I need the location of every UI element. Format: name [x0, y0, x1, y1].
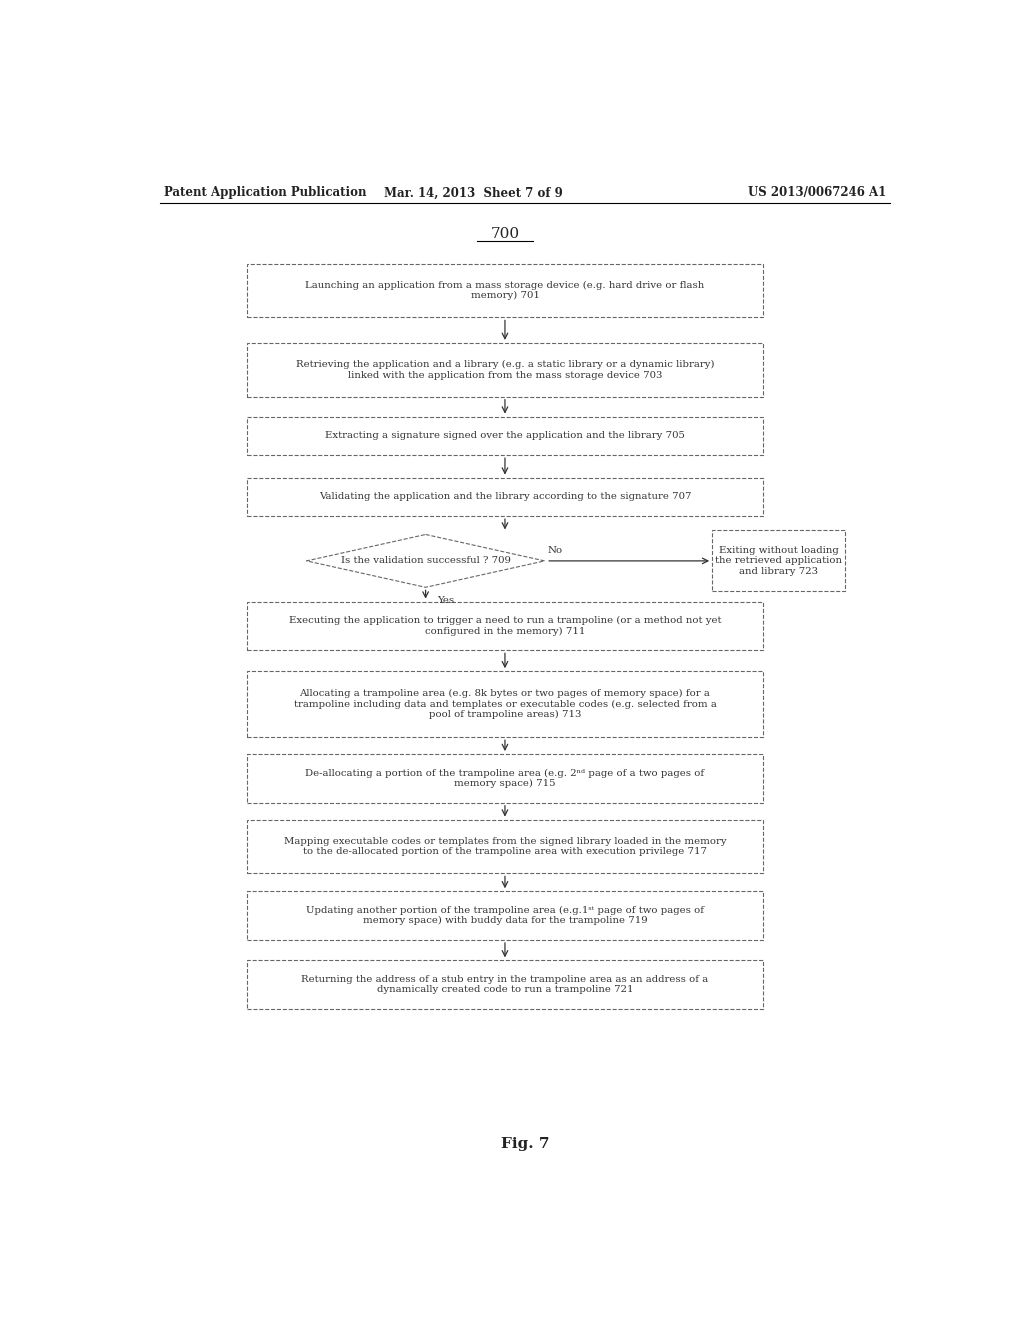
FancyBboxPatch shape [247, 754, 763, 803]
Text: Allocating a trampoline area (e.g. 8k bytes or two pages of memory space) for a
: Allocating a trampoline area (e.g. 8k by… [294, 689, 717, 719]
Text: Is the validation successful ? 709: Is the validation successful ? 709 [341, 557, 511, 565]
FancyBboxPatch shape [247, 891, 763, 940]
FancyBboxPatch shape [247, 343, 763, 397]
Text: Retrieving the application and a library (e.g. a static library or a dynamic lib: Retrieving the application and a library… [296, 360, 714, 380]
Text: No: No [548, 546, 563, 556]
Text: 700: 700 [490, 227, 519, 240]
Text: Executing the application to trigger a need to run a trampoline (or a method not: Executing the application to trigger a n… [289, 616, 721, 636]
Text: Launching an application from a mass storage device (e.g. hard drive or flash
me: Launching an application from a mass sto… [305, 281, 705, 301]
Text: Fig. 7: Fig. 7 [501, 1138, 549, 1151]
Text: Returning the address of a stub entry in the trampoline area as an address of a
: Returning the address of a stub entry in… [301, 975, 709, 994]
Text: Yes: Yes [437, 597, 455, 605]
Text: Extracting a signature signed over the application and the library 705: Extracting a signature signed over the a… [325, 432, 685, 441]
Text: De-allocating a portion of the trampoline area (e.g. 2ⁿᵈ page of a two pages of
: De-allocating a portion of the trampolin… [305, 768, 705, 788]
Text: US 2013/0067246 A1: US 2013/0067246 A1 [748, 186, 886, 199]
FancyBboxPatch shape [247, 478, 763, 516]
FancyBboxPatch shape [247, 602, 763, 651]
FancyBboxPatch shape [247, 671, 763, 738]
FancyBboxPatch shape [247, 417, 763, 455]
Text: Patent Application Publication: Patent Application Publication [164, 186, 367, 199]
Text: Updating another portion of the trampoline area (e.g.1ˢᵗ page of two pages of
me: Updating another portion of the trampoli… [306, 906, 703, 925]
Text: Exiting without loading
the retrieved application
and library 723: Exiting without loading the retrieved ap… [715, 546, 843, 576]
FancyBboxPatch shape [712, 531, 846, 591]
FancyBboxPatch shape [247, 961, 763, 1008]
Text: Validating the application and the library according to the signature 707: Validating the application and the libra… [318, 492, 691, 502]
Text: Mar. 14, 2013  Sheet 7 of 9: Mar. 14, 2013 Sheet 7 of 9 [384, 186, 562, 199]
FancyBboxPatch shape [247, 820, 763, 874]
FancyBboxPatch shape [247, 264, 763, 318]
Text: Mapping executable codes or templates from the signed library loaded in the memo: Mapping executable codes or templates fr… [284, 837, 726, 857]
